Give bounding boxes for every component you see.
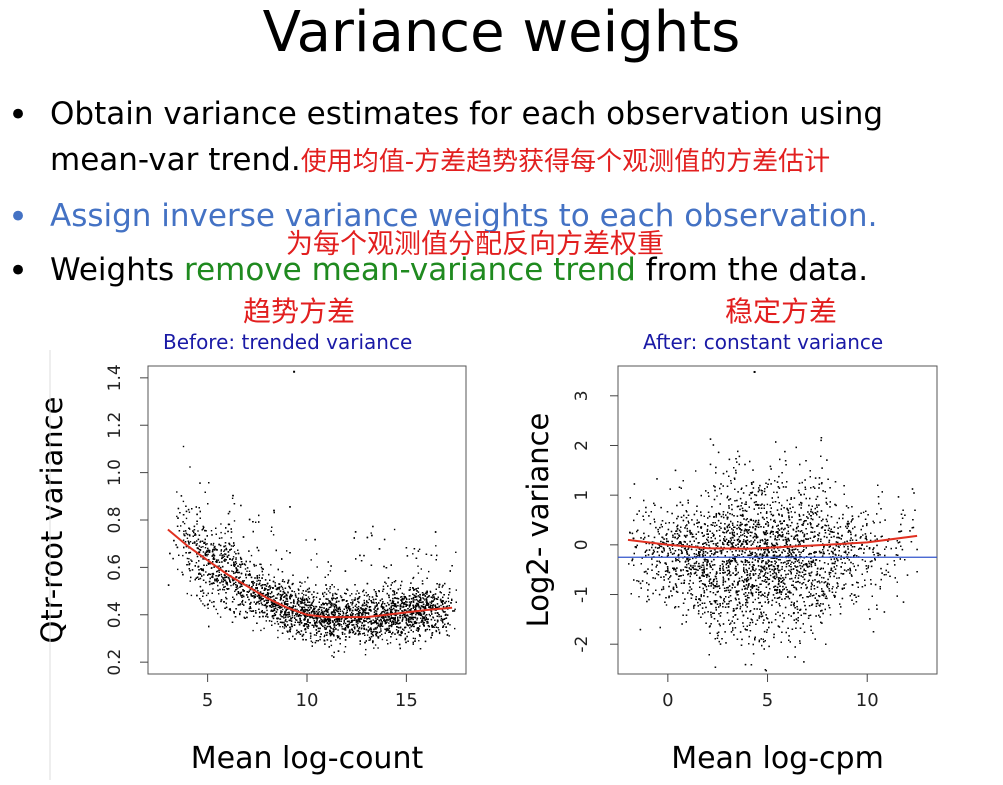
bullet-1-translation: 使用均值-方差趋势获得每个观测值的方差估计 <box>300 147 831 177</box>
bullet-dot: • <box>8 251 29 291</box>
y-tick-label: 3 <box>572 390 592 401</box>
trend-line <box>627 534 918 550</box>
y-axis-label: Log2- variance <box>521 413 555 628</box>
outlier-point <box>293 370 296 373</box>
scatter-points <box>167 445 457 658</box>
left-scatter-chart: 5 10 15 0.2 0.4 0.6 0.8 1.0 1.2 1.4 Qtr-root varia… <box>35 350 467 780</box>
bullet-3-part-c: from the data. <box>635 252 869 288</box>
bullet-1-text: mean-var trend. <box>50 142 301 178</box>
bullet-dot: • <box>8 197 29 237</box>
x-tick-label: 5 <box>202 690 213 711</box>
x-tick-label: 5 <box>762 690 773 711</box>
right-panel-caption: After: constant variance <box>643 330 884 354</box>
bullet-dot: • <box>8 95 29 135</box>
x-tick-label: 15 <box>395 690 418 711</box>
x-tick-label: 0 <box>662 690 673 711</box>
bullet-2-text: Assign inverse variance weights to each … <box>50 198 878 234</box>
bullet-2-translation: 为每个观测值分配反向方差权重 <box>286 229 664 260</box>
left-panel-cn-label: 趋势方差 <box>243 295 356 328</box>
y-tick-label: 0.2 <box>105 649 125 676</box>
scatter-points <box>628 437 918 672</box>
right-panel-cn-label: 稳定方差 <box>725 295 838 328</box>
trend-line <box>167 528 453 619</box>
y-tick-label: 1 <box>572 490 592 501</box>
bullet-3-part-a: Weights <box>50 252 185 288</box>
y-tick-label: 0.6 <box>105 554 125 581</box>
x-tick-label: 10 <box>296 690 319 711</box>
bullet-1-line-1: Obtain variance estimates for each obser… <box>50 96 884 132</box>
y-tick-label: -1 <box>572 586 592 603</box>
bullet-3-highlight: remove mean-variance trend <box>184 252 636 288</box>
y-axis-label: Qtr-root variance <box>35 397 69 644</box>
x-axis-label: Mean log-count <box>191 741 424 776</box>
slide-title: Variance weights <box>262 0 741 65</box>
y-tick-label: 1.2 <box>105 412 125 439</box>
x-tick-label: 10 <box>856 690 879 711</box>
plot-frame <box>617 365 938 675</box>
outlier-point <box>753 370 756 373</box>
y-tick-label: 2 <box>572 440 592 451</box>
y-tick-label: 0.8 <box>105 506 125 533</box>
bullet-1-line-2: mean-var trend.使用均值-方差趋势获得每个观测值的方差估计 <box>50 138 830 184</box>
right-scatter-chart: 0 5 10 -2 -1 0 1 2 3 Log2- variance Mean log-cpm <box>521 365 938 776</box>
bullet-3-text: Weights remove mean-variance trend from … <box>50 248 868 292</box>
y-tick-label: 1.0 <box>105 459 125 486</box>
y-tick-label: 1.4 <box>105 364 125 391</box>
y-tick-label: 0.4 <box>105 601 125 628</box>
y-tick-label: -2 <box>572 636 592 653</box>
left-panel-caption: Before: trended variance <box>163 330 413 354</box>
x-axis-label: Mean log-cpm <box>671 741 884 776</box>
y-tick-label: 0 <box>572 539 592 550</box>
